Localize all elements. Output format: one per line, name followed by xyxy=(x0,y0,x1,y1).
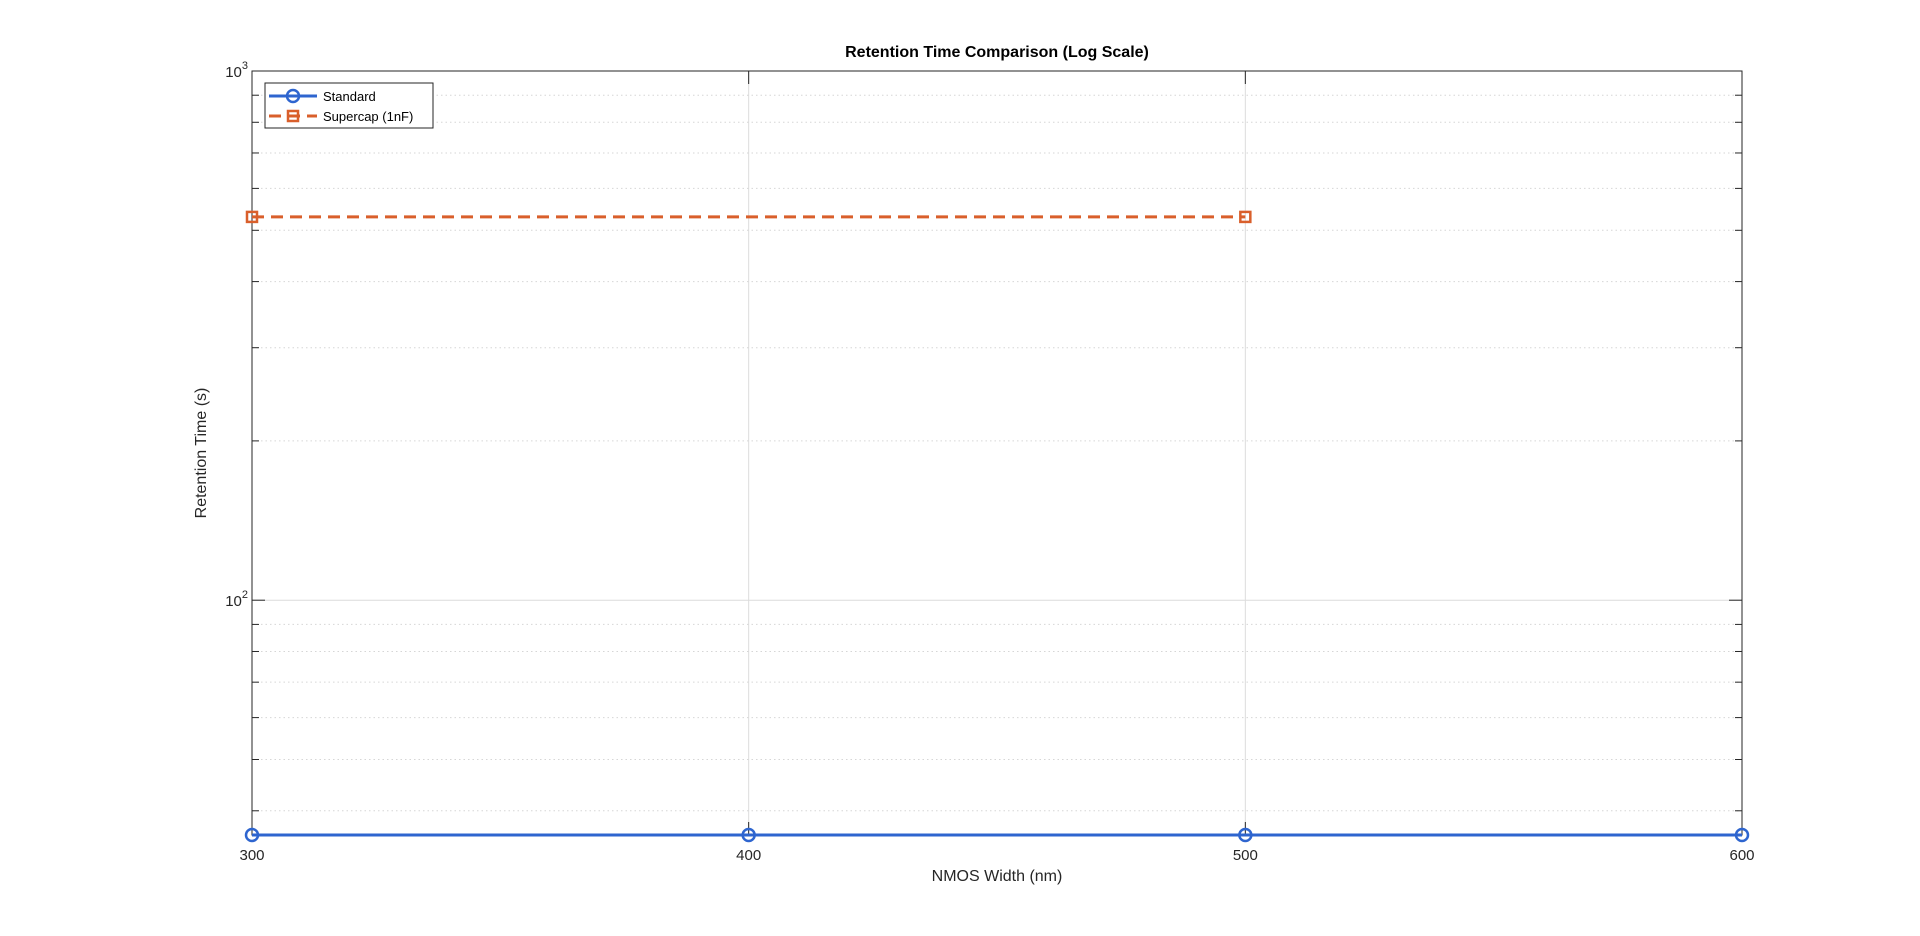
legend-label: Supercap (1nF) xyxy=(323,109,413,124)
y-axis-label: Retention Time (s) xyxy=(193,388,210,519)
x-tick-label: 400 xyxy=(736,847,761,864)
chart-title: Retention Time Comparison (Log Scale) xyxy=(845,44,1149,61)
legend-item: Standard xyxy=(269,88,376,104)
data-point-marker xyxy=(741,827,756,843)
legend-item: Supercap (1nF) xyxy=(269,109,413,124)
data-point-marker xyxy=(1238,827,1253,843)
data-point-marker xyxy=(1239,210,1252,224)
data-point-marker xyxy=(245,210,259,224)
x-axis-label: NMOS Width (nm) xyxy=(932,868,1063,885)
x-tick-label: 500 xyxy=(1233,847,1258,864)
x-tick-label: 600 xyxy=(1729,847,1754,864)
series xyxy=(244,210,1750,843)
data-point-marker xyxy=(1734,827,1750,843)
series-standard xyxy=(244,827,1750,843)
legend-marker xyxy=(286,109,300,123)
series-supercap xyxy=(245,210,1252,224)
x-tick-label: 300 xyxy=(239,847,264,864)
data-point-marker xyxy=(244,827,260,843)
legend-marker xyxy=(285,88,301,104)
legend-label: Standard xyxy=(323,89,376,104)
plot-area xyxy=(252,71,1742,835)
legend: Standard Supercap (1nF) xyxy=(264,82,434,129)
